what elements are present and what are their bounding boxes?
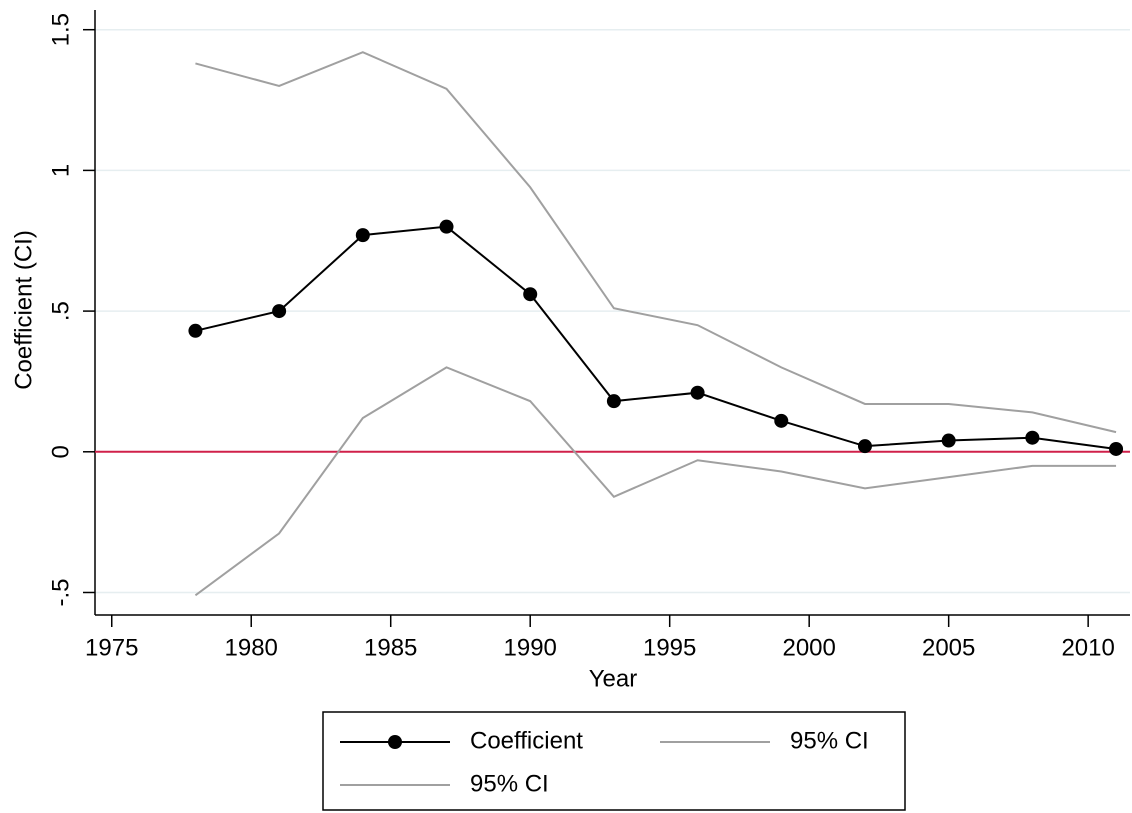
x-tick-label: 1980 [225, 634, 278, 661]
point [188, 323, 203, 338]
point [355, 228, 370, 243]
legend-label: 95% CI [790, 727, 869, 754]
point [1025, 430, 1040, 445]
point [857, 439, 872, 454]
x-axis-title: Year [589, 665, 638, 692]
legend-label: Coefficient [470, 727, 583, 754]
series-line [195, 51, 1117, 434]
series-line [195, 225, 1117, 450]
point [439, 219, 454, 234]
y-tick-label: 1.5 [47, 13, 74, 46]
y-tick-label: 1 [47, 164, 74, 177]
point [272, 304, 287, 319]
legend-label: 95% CI [470, 770, 549, 797]
point [606, 394, 621, 409]
x-tick-label: 1990 [504, 634, 557, 661]
x-tick-label: 1985 [364, 634, 417, 661]
point [523, 287, 538, 302]
y-tick-label: 0 [47, 445, 74, 458]
x-tick-label: 1995 [643, 634, 696, 661]
y-axis-title: Coefficient (CI) [10, 230, 37, 390]
x-tick-label: 1975 [85, 634, 138, 661]
series-line [194, 366, 1117, 597]
x-tick-label: 2010 [1061, 634, 1114, 661]
point [1109, 441, 1124, 456]
x-tick-label: 2000 [782, 634, 835, 661]
point [774, 413, 789, 428]
y-tick-label: .5 [47, 301, 74, 321]
y-tick-label: -.5 [47, 578, 74, 606]
point [941, 433, 956, 448]
legend-marker [388, 735, 402, 749]
legend-box [322, 711, 906, 811]
point [690, 385, 705, 400]
x-tick-label: 2005 [922, 634, 975, 661]
